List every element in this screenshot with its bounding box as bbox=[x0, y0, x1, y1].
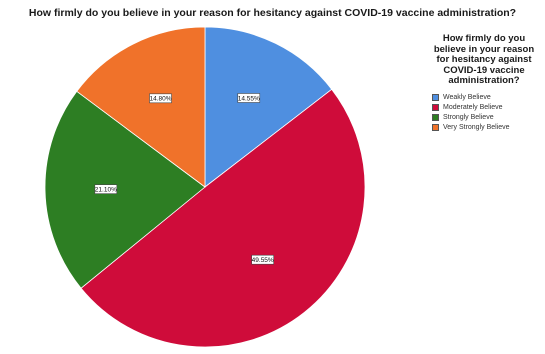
slice-label-box bbox=[251, 254, 274, 265]
legend-items: Weakly Believe Moderately Believe Strongly… bbox=[428, 93, 540, 133]
slice-label-text: 14.55% bbox=[238, 95, 260, 102]
slice-label-text: 14.80% bbox=[149, 96, 171, 103]
pie-slice-very-strongly-believe bbox=[76, 26, 206, 188]
legend: How firmly do you believe in your reason… bbox=[428, 33, 540, 133]
legend-label: Moderately Believe bbox=[443, 103, 503, 111]
legend-item-weakly-believe: Weakly Believe bbox=[432, 93, 540, 103]
legend-title: How firmly do you believe in your reason… bbox=[433, 33, 535, 86]
slice-label-box bbox=[149, 93, 172, 104]
legend-swatch bbox=[432, 124, 439, 131]
legend-swatch bbox=[432, 104, 439, 111]
legend-label: Weakly Believe bbox=[443, 93, 491, 101]
chart-title: How firmly do you believe in your reason… bbox=[28, 7, 517, 19]
slice-label-moderately-believe: 49.55% bbox=[251, 254, 274, 265]
pie-slice-moderately-believe bbox=[80, 88, 366, 348]
slice-label-text: 49.55% bbox=[252, 257, 274, 264]
slice-label-weakly-believe: 14.55% bbox=[237, 93, 261, 103]
legend-label: Very Strongly Believe bbox=[443, 123, 510, 131]
legend-swatch bbox=[432, 114, 439, 121]
legend-item-moderately-believe: Moderately Believe bbox=[432, 103, 540, 113]
slice-label-box bbox=[94, 184, 118, 194]
slice-label-strongly-believe: 21.10% bbox=[94, 184, 118, 194]
slice-label-box bbox=[237, 93, 261, 103]
slice-label-text: 21.10% bbox=[95, 186, 117, 193]
legend-item-strongly-believe: Strongly Believe bbox=[432, 113, 540, 123]
pie-slice-strongly-believe bbox=[44, 90, 206, 289]
legend-label: Strongly Believe bbox=[443, 113, 494, 121]
legend-item-very-strongly-believe: Very Strongly Believe bbox=[432, 123, 540, 133]
legend-swatch bbox=[432, 94, 439, 101]
pie-slice-weakly-believe bbox=[204, 26, 333, 188]
slice-label-very-strongly-believe: 14.80% bbox=[149, 93, 172, 104]
